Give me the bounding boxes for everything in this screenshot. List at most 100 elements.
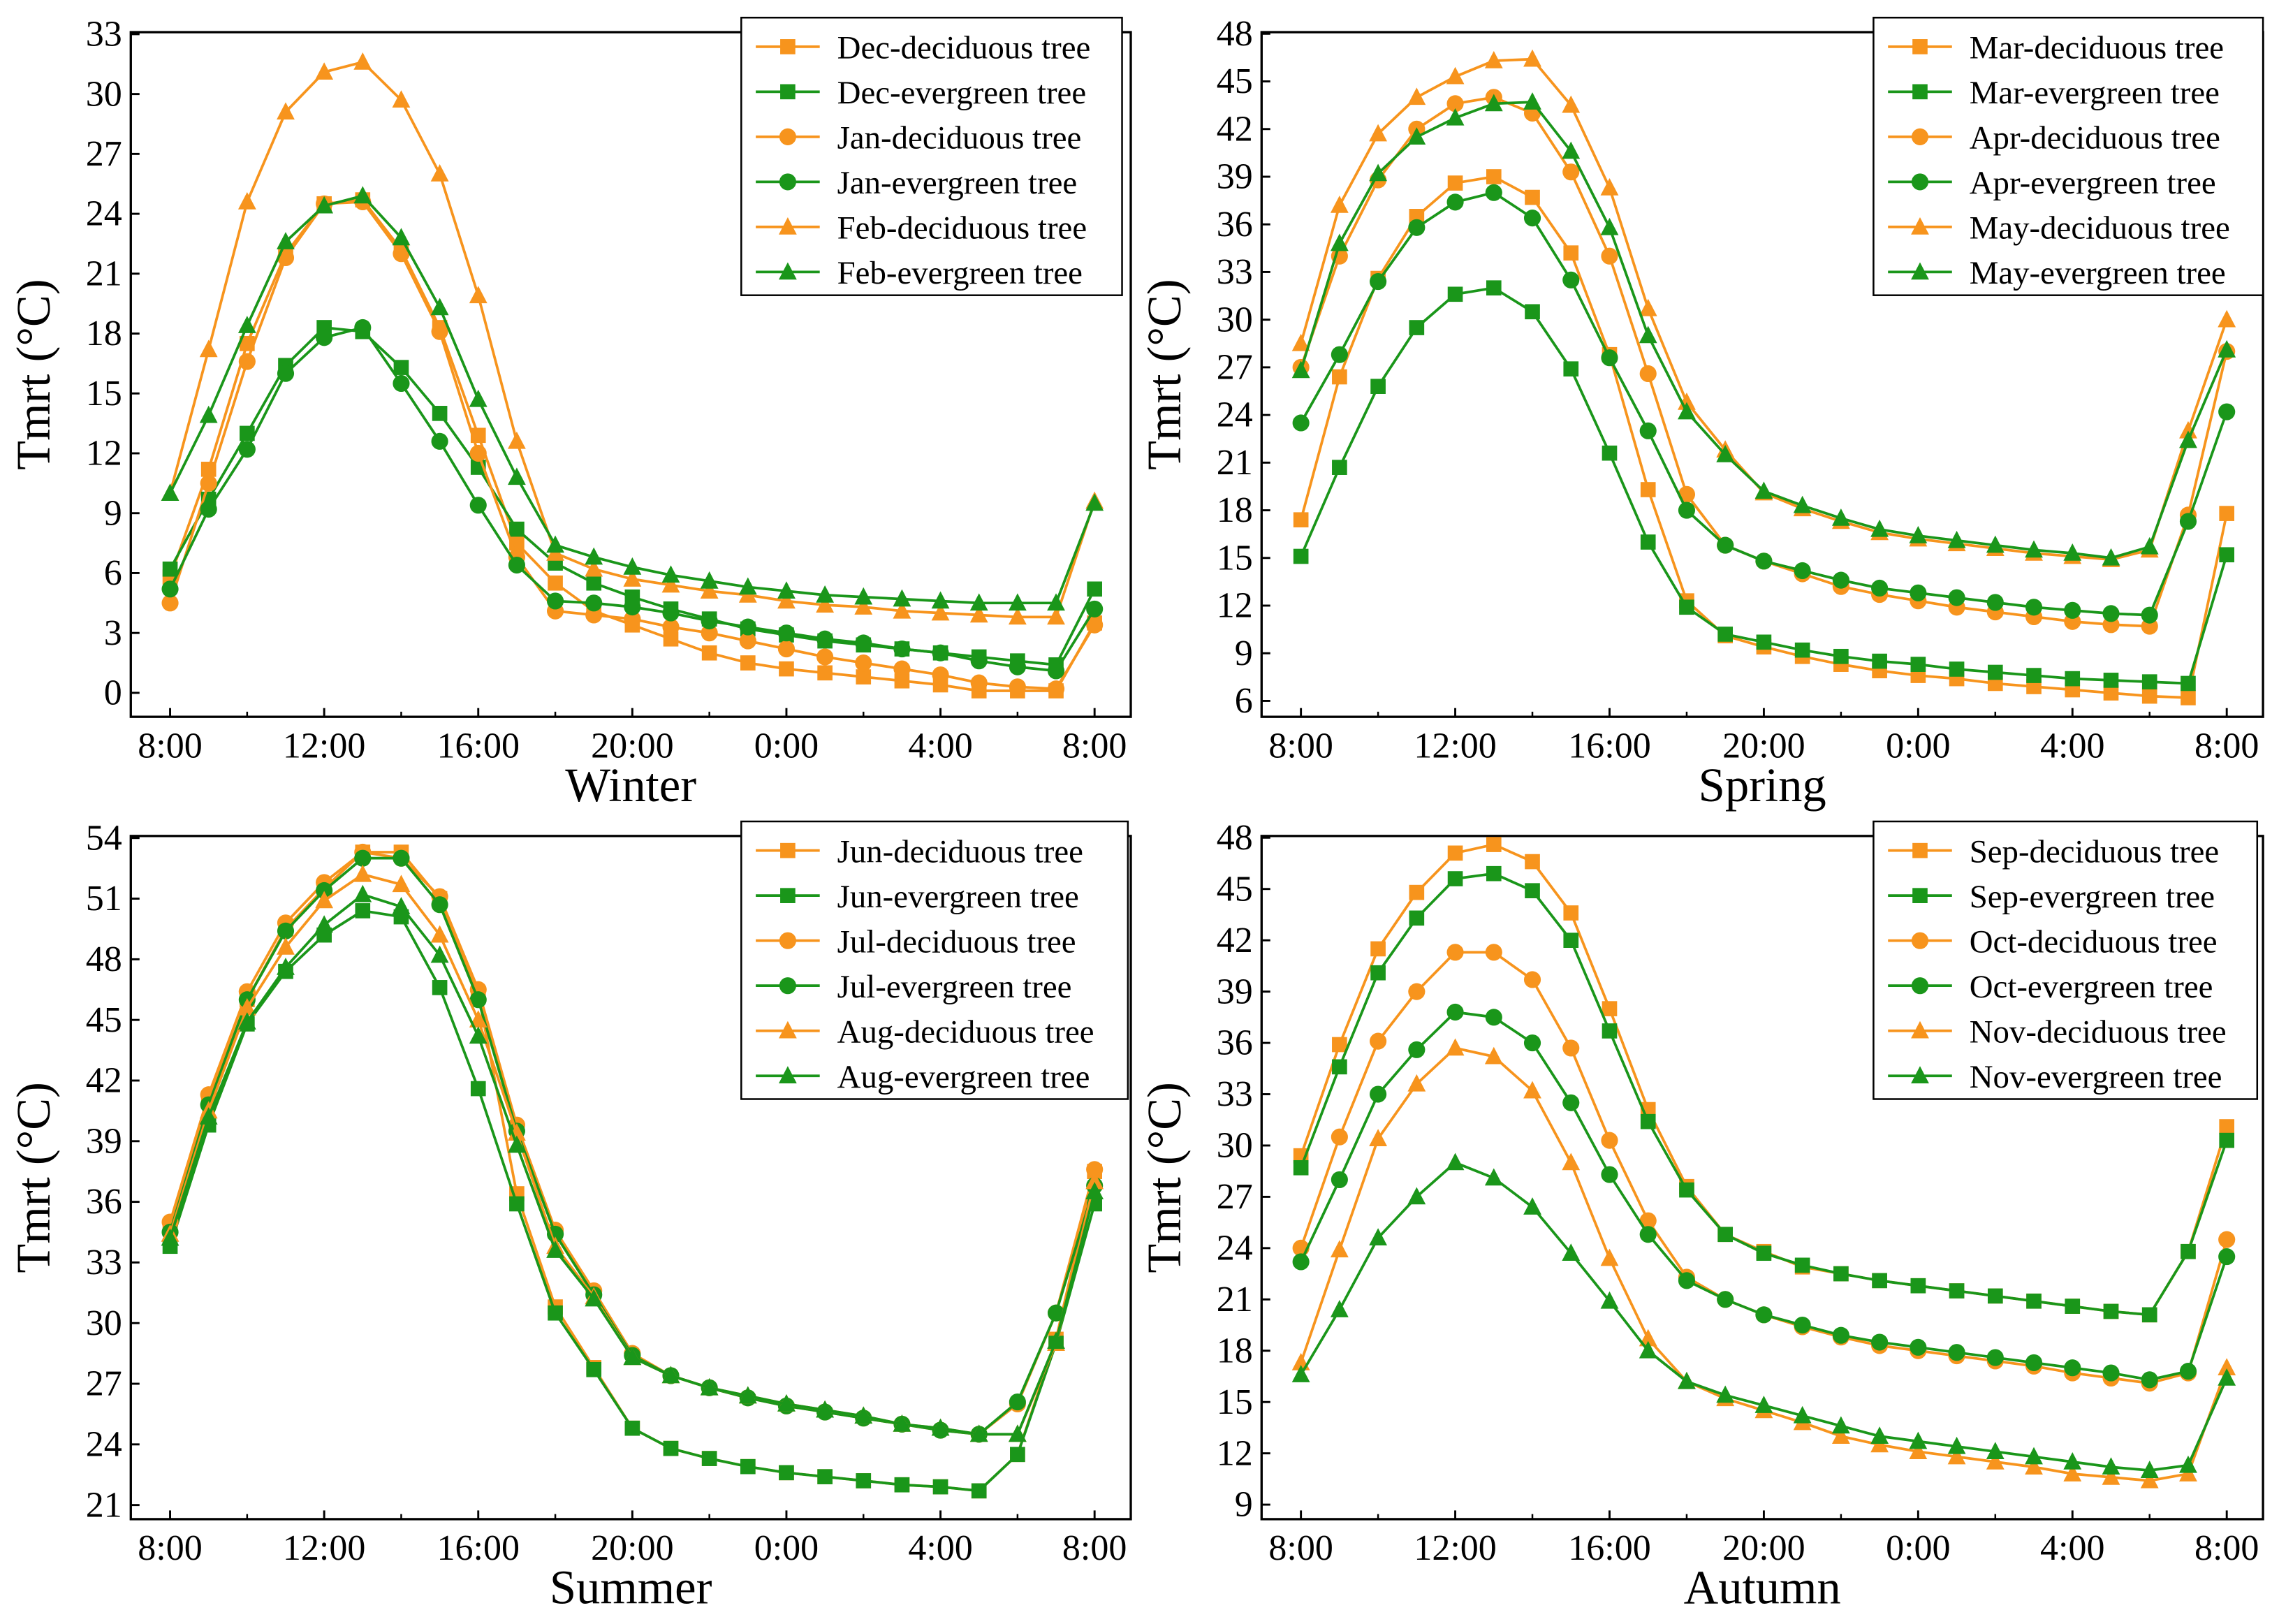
data-point bbox=[1370, 965, 1386, 981]
data-point bbox=[1409, 910, 1425, 926]
data-point bbox=[392, 897, 411, 914]
data-point bbox=[816, 630, 834, 648]
legend-label: Jan-evergreen tree bbox=[837, 165, 1078, 201]
y-tick-label: 24 bbox=[1217, 1229, 1253, 1268]
x-tick-label: 12:00 bbox=[1414, 1528, 1496, 1568]
data-point bbox=[662, 604, 680, 622]
data-point bbox=[738, 1386, 757, 1404]
data-point bbox=[1947, 1447, 1966, 1465]
data-point bbox=[1563, 361, 1579, 376]
data-point bbox=[1291, 360, 1310, 379]
data-point bbox=[700, 581, 719, 599]
data-point bbox=[931, 591, 950, 609]
legend-label: Jul-deciduous tree bbox=[837, 923, 1076, 960]
data-point bbox=[701, 612, 718, 630]
data-point bbox=[1484, 94, 1503, 112]
data-point bbox=[2218, 1358, 2236, 1376]
data-point bbox=[1523, 1081, 1541, 1099]
data-point bbox=[1446, 95, 1464, 112]
legend-marker-icon bbox=[778, 1066, 797, 1084]
legend-label: Feb-deciduous tree bbox=[837, 210, 1087, 247]
data-point bbox=[777, 581, 796, 599]
data-point bbox=[1678, 1272, 1696, 1289]
data-point bbox=[1369, 124, 1388, 142]
data-point bbox=[2140, 1461, 2159, 1478]
legend-box bbox=[740, 16, 1123, 296]
data-point bbox=[1330, 1240, 1349, 1258]
data-point bbox=[1008, 593, 1027, 611]
data-point bbox=[2179, 430, 2197, 448]
data-point bbox=[2026, 1293, 2042, 1309]
data-point bbox=[931, 1418, 950, 1436]
legend-label: Aug-evergreen tree bbox=[837, 1059, 1090, 1095]
data-point bbox=[1563, 932, 1579, 948]
x-tick-label: 8:00 bbox=[2194, 726, 2259, 766]
data-point bbox=[1755, 553, 1773, 570]
legend-box bbox=[1873, 820, 2259, 1100]
x-tick-label: 4:00 bbox=[908, 726, 972, 766]
data-point bbox=[740, 1458, 756, 1475]
data-point bbox=[1369, 163, 1388, 182]
data-point bbox=[817, 1469, 833, 1484]
data-point bbox=[1484, 1046, 1503, 1065]
data-point bbox=[430, 298, 449, 316]
y-axis-label: Tmrt (°C) bbox=[7, 279, 60, 469]
legend-marker-icon bbox=[778, 1021, 797, 1039]
data-point bbox=[586, 1361, 602, 1377]
data-point bbox=[2141, 1307, 2157, 1323]
y-tick-label: 30 bbox=[1217, 300, 1253, 339]
data-point bbox=[1987, 664, 2003, 680]
y-tick-label: 48 bbox=[1217, 818, 1253, 858]
data-point bbox=[1948, 1344, 1965, 1361]
y-tick-label: 39 bbox=[86, 1121, 122, 1161]
data-point bbox=[1446, 944, 1464, 961]
data-point bbox=[1947, 1436, 1966, 1454]
y-tick-label: 24 bbox=[1217, 395, 1253, 435]
data-point bbox=[1086, 616, 1104, 634]
legend-box bbox=[1873, 16, 2264, 296]
data-point bbox=[2141, 606, 2158, 624]
data-point bbox=[277, 102, 295, 120]
data-point bbox=[1562, 1094, 1580, 1111]
legend-label: Mar-deciduous tree bbox=[1970, 30, 2224, 66]
y-tick-label: 33 bbox=[86, 15, 122, 54]
data-point bbox=[970, 674, 988, 692]
data-point bbox=[1640, 534, 1656, 550]
data-point bbox=[1370, 1085, 1387, 1103]
data-point bbox=[1370, 273, 1387, 291]
data-point bbox=[238, 353, 256, 370]
data-point bbox=[546, 592, 564, 610]
data-point bbox=[162, 561, 178, 577]
data-point bbox=[932, 644, 949, 661]
data-point bbox=[893, 589, 911, 607]
y-tick-label: 51 bbox=[86, 879, 122, 919]
data-point bbox=[393, 374, 410, 393]
data-point bbox=[1525, 189, 1540, 205]
data-point bbox=[1602, 1023, 1618, 1039]
data-point bbox=[508, 431, 526, 449]
y-tick-label: 30 bbox=[86, 1303, 122, 1343]
y-axis-label: Tmrt (°C) bbox=[1138, 1082, 1191, 1273]
y-tick-label: 21 bbox=[1217, 1280, 1253, 1319]
data-point bbox=[1525, 883, 1540, 899]
legend-label: Nov-evergreen tree bbox=[1970, 1059, 2222, 1095]
data-point bbox=[1369, 1228, 1388, 1245]
data-point bbox=[2063, 1464, 2082, 1482]
data-point bbox=[1523, 1197, 1541, 1215]
y-tick-label: 45 bbox=[1217, 869, 1253, 909]
legend-marker-icon bbox=[779, 173, 796, 191]
data-point bbox=[1831, 1416, 1850, 1434]
data-point bbox=[1602, 445, 1618, 461]
data-point bbox=[739, 618, 756, 636]
data-point bbox=[240, 336, 255, 351]
legend-label: May-deciduous tree bbox=[1970, 210, 2230, 247]
data-point bbox=[1639, 1212, 1657, 1229]
data-point bbox=[277, 937, 295, 955]
data-point bbox=[2025, 1447, 2043, 1465]
x-tick-label: 12:00 bbox=[1414, 726, 1496, 766]
data-point bbox=[1639, 325, 1657, 344]
data-point bbox=[2025, 1354, 2043, 1371]
data-point bbox=[1754, 481, 1773, 499]
y-tick-label: 15 bbox=[1217, 1382, 1253, 1422]
data-point bbox=[509, 1196, 525, 1212]
